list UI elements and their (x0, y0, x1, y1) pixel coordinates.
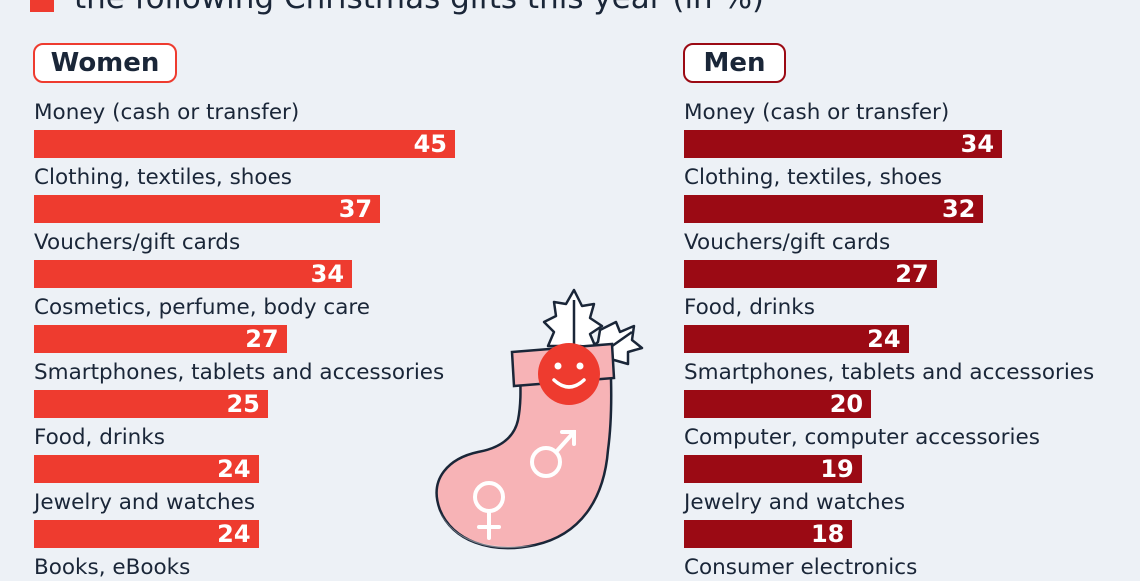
category-label: Vouchers/gift cards (684, 230, 891, 255)
bar (684, 455, 862, 483)
category-label: Money (cash or transfer) (34, 100, 300, 125)
bar (684, 390, 872, 418)
bar (34, 325, 287, 353)
category-label: Clothing, textiles, shoes (34, 165, 292, 190)
bar-value-label: 32 (941, 195, 976, 223)
category-label: Food, drinks (34, 425, 165, 450)
bar-value-label: 20 (829, 390, 864, 418)
bar-value-label: 34 (960, 130, 995, 158)
smiley-face-icon (538, 343, 600, 405)
bar (684, 130, 1003, 158)
category-label: Vouchers/gift cards (34, 230, 241, 255)
bar (34, 130, 455, 158)
bar-value-label: 27 (895, 260, 929, 288)
category-label: Cosmetics, perfume, body care (34, 295, 370, 320)
bar (684, 195, 984, 223)
title-text: the following Christmas gifts this year … (74, 0, 764, 16)
category-label: Food, drinks (684, 295, 815, 320)
men-group-tag: Men (683, 43, 786, 83)
bar-value-label: 19 (820, 455, 854, 483)
bar-value-label: 27 (245, 325, 279, 353)
bar-value-label: 25 (226, 390, 260, 418)
male-symbol-icon (530, 430, 576, 478)
bar-value-label: 34 (310, 260, 345, 288)
category-label: Clothing, textiles, shoes (684, 165, 942, 190)
bar-value-label: 18 (810, 520, 845, 548)
bar (684, 260, 937, 288)
bar-value-label: 24 (217, 455, 251, 483)
bar-value-label: 24 (867, 325, 901, 353)
chart-title: the following Christmas gifts this year … (30, 0, 764, 18)
bar (34, 455, 259, 483)
bar (34, 195, 381, 223)
category-label: Money (cash or transfer) (684, 100, 950, 125)
bar-value-label: 37 (338, 195, 373, 223)
category-label: Jewelry and watches (684, 490, 906, 515)
category-label: Smartphones, tablets and accessories (34, 360, 445, 385)
women-group-tag: Women (33, 43, 177, 83)
category-label: Smartphones, tablets and accessories (684, 360, 1095, 385)
bar (34, 390, 268, 418)
bar (684, 325, 909, 353)
bar (684, 520, 853, 548)
title-color-square (30, 0, 54, 12)
bar-value-label: 24 (217, 520, 251, 548)
female-symbol-icon (473, 481, 505, 540)
category-label: Computer, computer accessories (684, 425, 1040, 450)
bar-value-label: 45 (413, 130, 447, 158)
category-label: Jewelry and watches (34, 490, 256, 515)
bar (34, 520, 259, 548)
bar (34, 260, 353, 288)
